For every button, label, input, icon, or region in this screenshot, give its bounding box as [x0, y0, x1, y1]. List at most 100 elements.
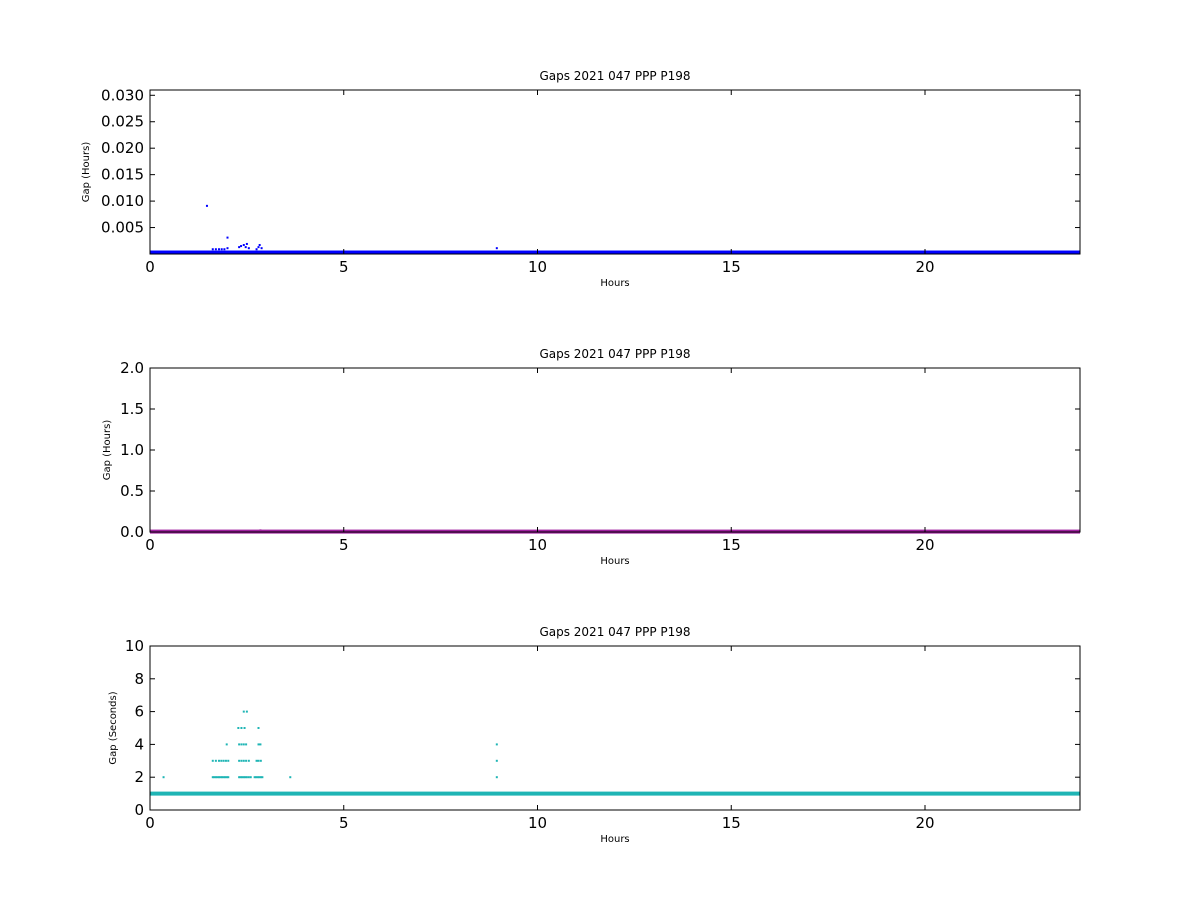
- data-point: [221, 776, 224, 779]
- x-tick-label: 15: [722, 814, 741, 832]
- data-point: [245, 743, 248, 746]
- y-tick-label: 6: [134, 703, 144, 721]
- x-tick-label: 20: [915, 258, 934, 276]
- data-point: [495, 743, 498, 746]
- plot-frame: [149, 645, 1081, 811]
- data-point: [259, 743, 262, 746]
- data-point: [242, 776, 245, 779]
- data-point: [216, 776, 219, 779]
- y-axis-label: Gap (Hours): [102, 420, 113, 481]
- data-point: [220, 759, 223, 762]
- data-point: [245, 710, 248, 713]
- chart-panel-2: Gaps 2021 047 PPP P198 0 5 10 15 20 0.0 0.5 1.0 1…: [102, 347, 1081, 567]
- y-tick-label: 2.0: [120, 359, 144, 377]
- x-axis-label: Hours: [600, 278, 629, 289]
- x-tick-label: 5: [339, 258, 349, 276]
- data-point: [240, 245, 243, 248]
- x-tick-label: 20: [915, 814, 934, 832]
- data-point: [242, 743, 245, 746]
- data-point: [257, 759, 260, 762]
- data-point: [257, 743, 260, 746]
- chart-panel-1: Gaps 2021 047 PPP P198 0 5 10 15 20 0.005 0.010…: [81, 69, 1081, 289]
- data-point: [217, 759, 220, 762]
- x-axis-label: Hours: [600, 834, 629, 845]
- data-point: [495, 247, 498, 250]
- data-point: [222, 776, 225, 779]
- data-point: [219, 776, 222, 779]
- y-tick-label: 0.025: [101, 113, 144, 131]
- data-point: [240, 759, 243, 762]
- data-point: [225, 776, 228, 779]
- data-point: [495, 759, 498, 762]
- y-tick-label: 0.005: [101, 219, 144, 237]
- data-point: [249, 776, 252, 779]
- y-tick-label: 0: [134, 801, 144, 819]
- data-point: [227, 759, 230, 762]
- data-point: [217, 248, 220, 251]
- data-point: [258, 244, 261, 247]
- y-tick-label: 1.5: [120, 400, 144, 418]
- data-point: [257, 246, 260, 249]
- data-point: [245, 759, 248, 762]
- y-axis-label: Gap (Hours): [81, 142, 92, 203]
- data-point: [247, 759, 250, 762]
- data-point: [227, 776, 230, 779]
- baseline-band: [150, 250, 1080, 255]
- data-point: [225, 743, 228, 746]
- data-point: [237, 727, 240, 729]
- chart-title: Gaps 2021 047 PPP P198: [539, 347, 690, 361]
- x-tick-label: 10: [528, 814, 547, 832]
- x-axis-label: Hours: [600, 556, 629, 567]
- x-tick-label: 5: [339, 536, 349, 554]
- data-point: [259, 759, 262, 762]
- data-point: [247, 247, 250, 250]
- chart-title: Gaps 2021 047 PPP P198: [539, 625, 690, 639]
- data-point: [289, 776, 292, 779]
- data-point: [211, 776, 214, 779]
- data-point: [214, 776, 217, 779]
- data-point: [258, 776, 261, 779]
- data-point: [255, 759, 258, 762]
- data-point: [162, 776, 165, 779]
- data-point: [243, 727, 246, 729]
- y-tick-label: 0.0: [120, 523, 144, 541]
- data-point: [242, 759, 245, 762]
- data-point: [224, 759, 227, 762]
- data-point: [241, 776, 244, 779]
- data-point: [211, 248, 214, 251]
- data-point: [214, 248, 217, 251]
- y-tick-label: 0.5: [120, 482, 144, 500]
- data-point: [224, 776, 227, 779]
- y-tick-label: 0.015: [101, 166, 144, 184]
- data-point: [222, 759, 225, 762]
- data-point: [223, 248, 226, 251]
- data-point: [244, 246, 247, 249]
- data-point: [214, 759, 217, 762]
- data-point: [240, 727, 243, 729]
- y-tick-label: 8: [134, 670, 144, 688]
- y-axis-label: Gap (Seconds): [108, 691, 119, 764]
- x-tick-label: 0: [145, 258, 155, 276]
- data-point: [259, 529, 262, 532]
- y-tick-label: 2: [134, 768, 144, 786]
- data-point: [242, 710, 245, 713]
- y-tick-label: 0.010: [101, 192, 144, 210]
- plot-frame: [149, 89, 1081, 255]
- x-tick-label: 15: [722, 536, 741, 554]
- data-point: [244, 776, 247, 779]
- data-point: [260, 247, 263, 250]
- data-point: [245, 776, 248, 779]
- data-point: [239, 776, 242, 779]
- data-point: [242, 244, 245, 247]
- data-point: [226, 236, 229, 239]
- y-tick-label: 0.030: [101, 86, 144, 104]
- x-tick-label: 20: [915, 536, 934, 554]
- y-tick-label: 0.020: [101, 139, 144, 157]
- chart-panel-3: Gaps 2021 047 PPP P198 0 5 10 15 20 0 2 4 6 8 10 Hou…: [108, 625, 1081, 845]
- data-point: [259, 776, 262, 779]
- data-point: [247, 776, 250, 779]
- plot-frame: [149, 367, 1081, 533]
- x-tick-label: 5: [339, 814, 349, 832]
- baseline-band: [150, 791, 1080, 796]
